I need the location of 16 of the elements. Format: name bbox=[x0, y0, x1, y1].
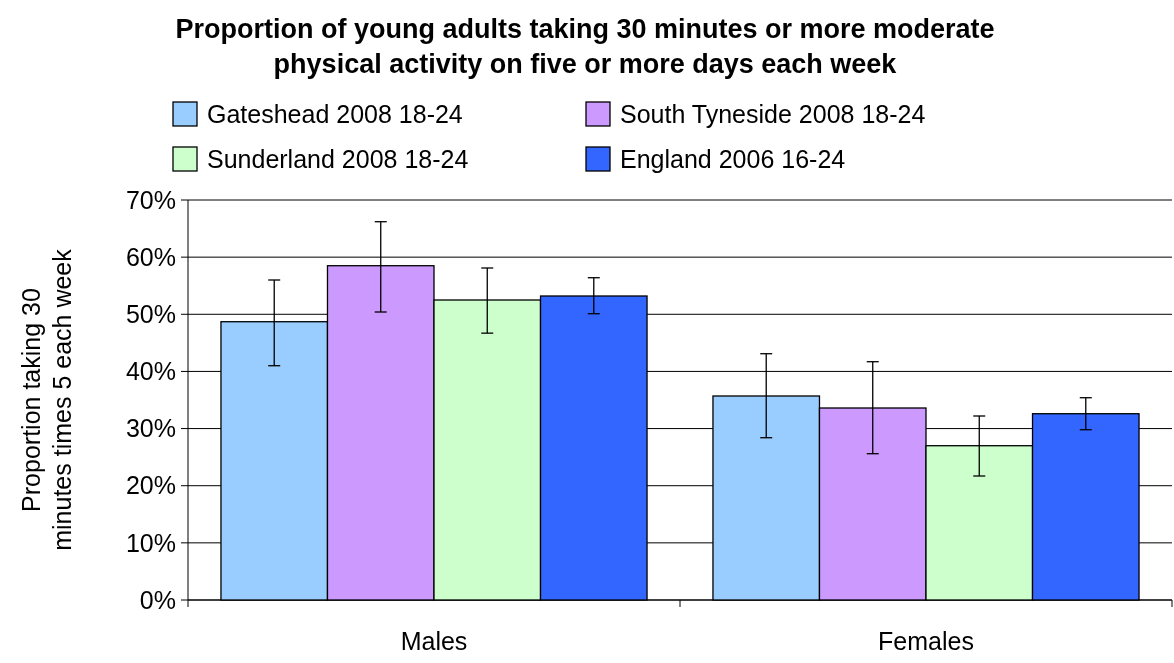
x-tick-label: Males bbox=[400, 627, 468, 655]
legend-label: Sunderland 2008 18-24 bbox=[207, 144, 469, 173]
y-tick-label: 70% bbox=[125, 185, 176, 214]
legend-label: Gateshead 2008 18-24 bbox=[207, 99, 463, 128]
chart-title: Proportion of young adults taking 30 minutes or more moderate physical activity on five or more days each week bbox=[175, 14, 995, 79]
y-tick-label: 10% bbox=[125, 528, 176, 557]
y-tick-label: 0% bbox=[139, 585, 176, 614]
legend-label: England 2006 16-24 bbox=[620, 144, 846, 173]
y-tick-label: 40% bbox=[125, 357, 176, 386]
legend-label: South Tyneside 2008 18-24 bbox=[620, 99, 926, 128]
y-tick-label: 50% bbox=[125, 300, 176, 329]
y-tick-label: 60% bbox=[125, 242, 176, 271]
x-tick-label: Females bbox=[878, 627, 974, 655]
y-tick-label: 20% bbox=[125, 471, 176, 500]
y-tick-label: 30% bbox=[125, 414, 176, 443]
y-axis-title: Proportion taking 30 minutes times 5 each week bbox=[17, 248, 76, 551]
